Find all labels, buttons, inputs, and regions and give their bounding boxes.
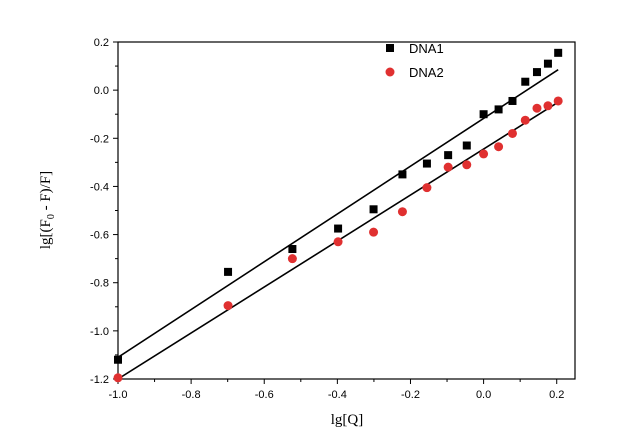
y-tick-label: -1.0	[90, 326, 109, 338]
point-dna1	[532, 68, 541, 77]
x-axis-title: lg[Q]	[331, 412, 364, 428]
plot-area	[117, 41, 576, 380]
y-tick-label: -0.4	[90, 181, 109, 193]
point-dna2	[397, 207, 407, 217]
data-points	[113, 48, 563, 383]
x-tick-label: 0.0	[476, 389, 491, 401]
point-dna2	[369, 227, 379, 237]
y-tick-label: -0.8	[90, 278, 109, 290]
point-dna1	[554, 48, 563, 57]
point-dna1	[543, 59, 552, 68]
point-dna2	[543, 101, 553, 111]
point-dna2	[532, 103, 542, 113]
y-axis-title-post: - F)/F]	[38, 171, 54, 214]
point-dna1	[444, 151, 453, 160]
point-dna1	[479, 110, 488, 119]
point-dna2	[494, 142, 504, 152]
point-dna2	[520, 115, 530, 125]
point-dna2	[462, 160, 472, 170]
fit-lines	[117, 69, 559, 380]
point-dna2	[287, 254, 297, 264]
point-dna2	[113, 373, 123, 383]
x-tick-label: -0.6	[255, 389, 274, 401]
x-tick-label: -0.8	[182, 389, 201, 401]
point-dna2	[422, 183, 432, 193]
legend-label-dna1: DNA1	[409, 41, 444, 56]
point-dna1	[288, 245, 297, 254]
plot-border	[117, 41, 576, 380]
point-dna1	[398, 170, 407, 179]
point-dna1	[494, 105, 503, 114]
point-dna1	[521, 77, 530, 86]
y-tick-label: 0.0	[94, 85, 109, 97]
fit-line-dna1	[117, 69, 559, 359]
y-tick-label: -0.2	[90, 133, 109, 145]
legend-marker-dna2	[385, 67, 395, 77]
y-tick-label: 0.2	[94, 37, 109, 49]
axis-ticks: -1.0 -0.8 -0.6 -0.4 -0.2 0.0 0.2-1.2-1.0-0.8-0…	[90, 37, 564, 401]
point-dna2	[333, 237, 343, 247]
legend-label-dna2: DNA2	[409, 65, 444, 80]
point-dna2	[223, 301, 233, 311]
x-tick-label: -0.4	[328, 389, 347, 401]
point-dna1	[224, 267, 233, 276]
y-axis-title-pre: lg[(F	[38, 219, 54, 249]
x-tick-label: -0.2	[401, 389, 420, 401]
y-tick-label: -0.6	[90, 230, 109, 242]
point-dna2	[507, 128, 517, 138]
legend: DNA1 DNA2	[385, 41, 444, 80]
y-tick-label: -1.2	[90, 374, 109, 386]
point-dna1	[508, 96, 517, 105]
point-dna1	[462, 141, 471, 150]
point-dna1	[369, 205, 378, 214]
point-dna2	[479, 149, 489, 159]
legend-marker-dna1	[386, 44, 394, 52]
x-tick-label: 0.2	[549, 389, 564, 401]
point-dna1	[334, 224, 343, 233]
point-dna1	[114, 355, 122, 364]
y-axis-title-sub: 0	[46, 214, 57, 219]
x-tick-label: -1.0	[109, 389, 128, 401]
point-dna2	[553, 96, 563, 106]
point-dna2	[443, 162, 453, 172]
point-dna1	[422, 159, 431, 168]
y-axis-title: lg[(F0 - F)/F]	[38, 171, 57, 249]
